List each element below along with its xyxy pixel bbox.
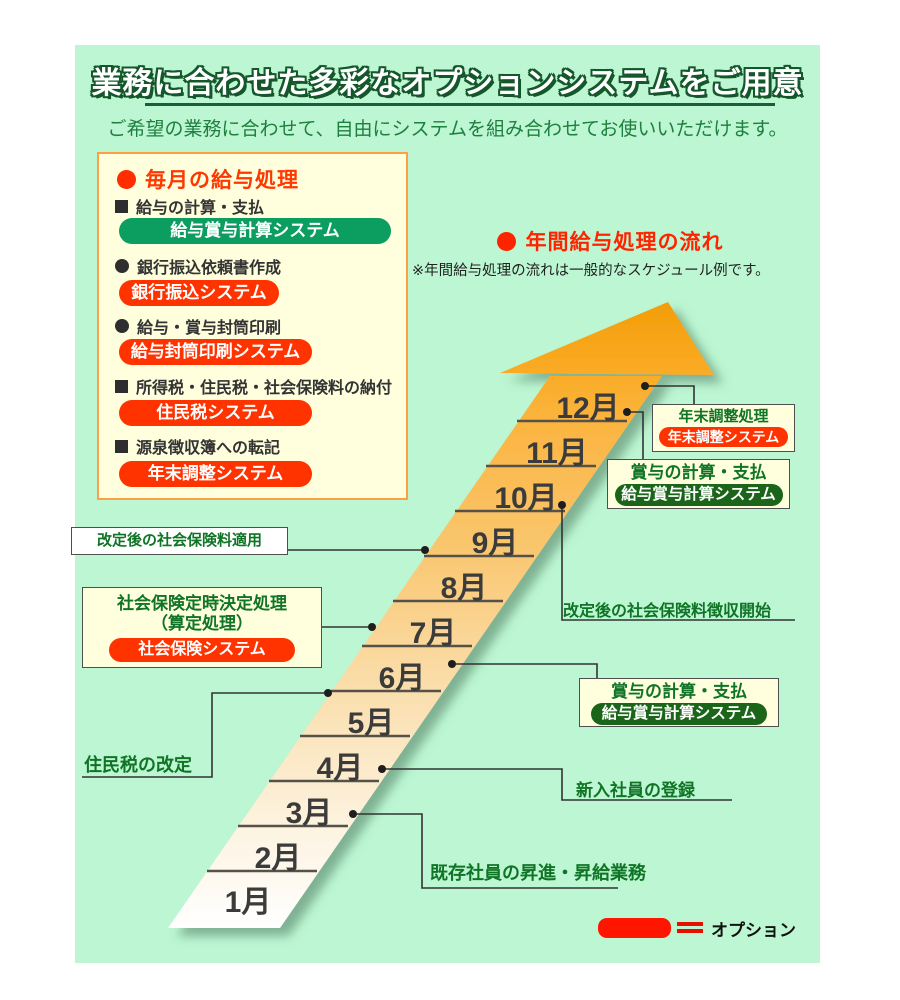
annotation-resident-tax-revision: 住民税の改定 [84,755,192,775]
equals-icon [677,922,703,933]
square-bullet-icon [115,439,128,453]
system-pill-year-end-adjust: 年末調整システム [119,461,312,487]
page-subtitle: ご希望の業務に合わせて、自由にシステムを組み合わせてお使いいただけます。 [107,119,788,140]
month-label: 9月 [471,527,519,560]
system-pill-envelope-print: 給与封筒印刷システム [119,339,312,365]
red-circle-bullet-icon [496,231,516,251]
monthly-payroll-box: 毎月の給与処理 給与の計算・支払 給与賞与計算システム 銀行振込依頼書作成 銀行… [97,152,408,500]
monthly-task-label: 源泉徴収簿への転記 [136,440,281,457]
annotation-label: 賞与の計算・支払 [611,682,747,701]
month-label: 4月 [316,752,364,785]
annotation-label: （算定処理） [151,614,253,633]
system-pill-bank-transfer: 銀行振込システム [119,280,279,306]
legend-red-swatch [598,918,671,938]
annotation-label: 社会保険定時決定処理 [117,594,287,613]
monthly-box-title: 毎月の給与処理 [145,169,299,192]
month-label: 8月 [440,572,488,605]
annual-flow-heading: 年間給与処理の流れ [420,226,800,256]
title-underline [145,103,775,106]
annotation-insurance-standard-calc: 社会保険定時決定処理 （算定処理） 社会保険システム [82,587,322,668]
month-label: 3月 [285,797,333,830]
monthly-task-label: 所得税・住民税・社会保険料の納付 [136,380,393,397]
legend-label: オプション [711,921,796,940]
system-pill-payroll-bonus-calc: 給与賞与計算システム [119,218,391,244]
circle-bullet-icon [115,259,129,273]
red-circle-bullet-icon [117,169,136,189]
system-pill-payroll-bonus-calc: 給与賞与計算システム [614,484,783,506]
month-dividers [207,419,627,873]
annotation-label: 賞与の計算・支払 [630,463,767,482]
system-pill-resident-tax: 住民税システム [119,400,312,426]
annotation-insurance-apply: 改定後の社会保険料適用 [71,527,288,555]
connector-lines [82,385,795,889]
connector-dots [324,382,649,818]
annotation-employee-promotion: 既存社員の昇進・昇給業務 [430,863,646,883]
square-bullet-icon [115,199,128,213]
month-label: 12月 [556,392,620,425]
page-title: 業務に合わせた多彩なオプションシステムをご用意 [91,67,804,100]
month-label: 11月 [526,437,588,470]
month-label: 2月 [254,842,302,875]
annotation-label: 改定後の社会保険料適用 [96,532,262,549]
monthly-task-label: 給与・賞与封筒印刷 [137,320,282,337]
annotation-winter-bonus: 賞与の計算・支払 給与賞与計算システム [607,459,790,509]
annotation-summer-bonus: 賞与の計算・支払 給与賞与計算システム [579,678,779,727]
system-pill-payroll-bonus-calc: 給与賞与計算システム [591,703,767,725]
arrow-shape [168,302,714,928]
circle-bullet-icon [115,319,129,333]
month-label: 10月 [494,482,558,515]
annotation-insurance-collect-start: 改定後の社会保険料徴収開始 [563,603,772,620]
system-pill-social-insurance: 社会保険システム [109,638,295,662]
square-bullet-icon [115,379,128,393]
annual-flow-title: 年間給与処理の流れ [525,231,724,254]
monthly-task-label: 給与の計算・支払 [136,200,265,217]
annotation-year-end-adjustment: 年末調整処理 年末調整システム [652,404,795,452]
annotation-new-employee-registration: 新入社員の登録 [576,781,695,800]
month-label: 1月 [224,886,272,919]
month-label: 5月 [347,707,395,740]
month-label: 7月 [409,617,457,650]
system-pill-year-end-adjust: 年末調整システム [659,427,788,447]
monthly-task-label: 銀行振込依頼書作成 [137,260,282,277]
annotation-label: 年末調整処理 [678,408,769,425]
month-label: 6月 [378,662,426,695]
annual-flow-note: ※年間給与処理の流れは一般的なスケジュール例です。 [412,263,770,279]
